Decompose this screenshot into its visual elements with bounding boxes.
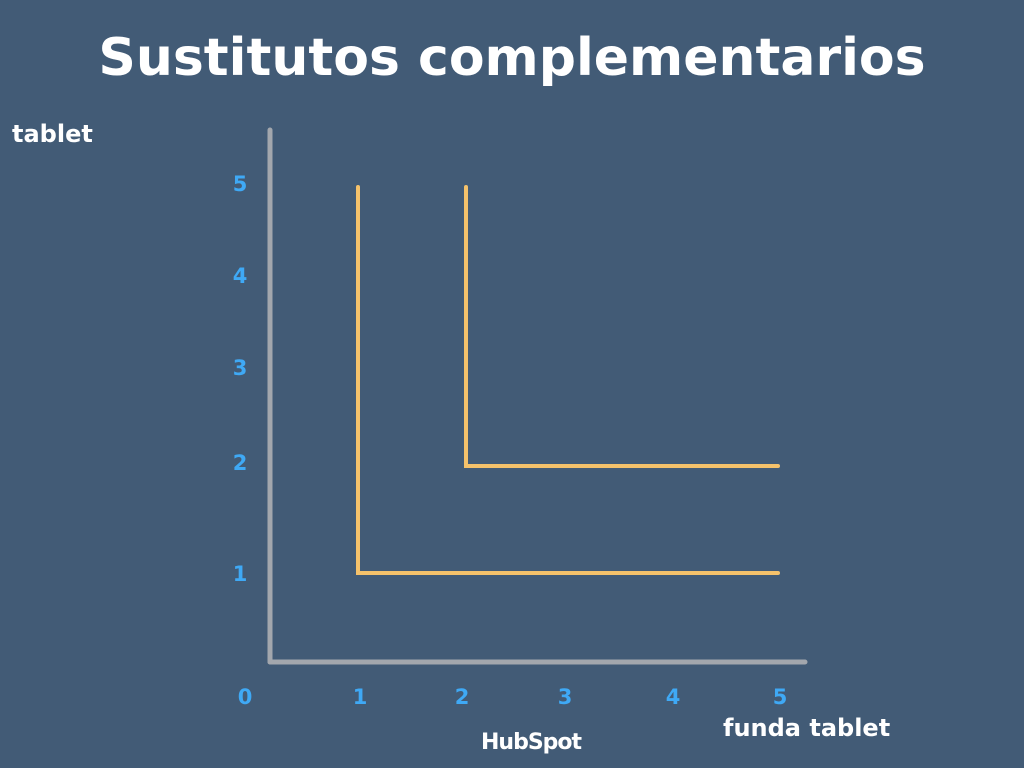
x-tick-label: 3 bbox=[558, 685, 573, 709]
x-tick-label: 1 bbox=[353, 685, 368, 709]
chart-title: Sustitutos complementarios bbox=[98, 28, 926, 88]
x-tick-label: 0 bbox=[238, 685, 253, 709]
x-axis-label: funda tablet bbox=[723, 714, 891, 742]
hubspot-logo: HubSpot bbox=[481, 730, 582, 755]
x-tick-label: 2 bbox=[455, 685, 470, 709]
indifference-curve-2 bbox=[464, 185, 780, 468]
y-axis-label: tablet bbox=[12, 120, 93, 148]
y-tick-label: 4 bbox=[233, 264, 248, 288]
y-tick-label: 3 bbox=[233, 356, 248, 380]
x-tick-label: 4 bbox=[666, 685, 681, 709]
y-tick-label: 5 bbox=[233, 172, 248, 196]
y-tick-label: 1 bbox=[233, 562, 248, 586]
indifference-curve-1 bbox=[356, 185, 780, 575]
x-tick-label: 5 bbox=[773, 685, 788, 709]
y-tick-label: 2 bbox=[233, 451, 248, 475]
